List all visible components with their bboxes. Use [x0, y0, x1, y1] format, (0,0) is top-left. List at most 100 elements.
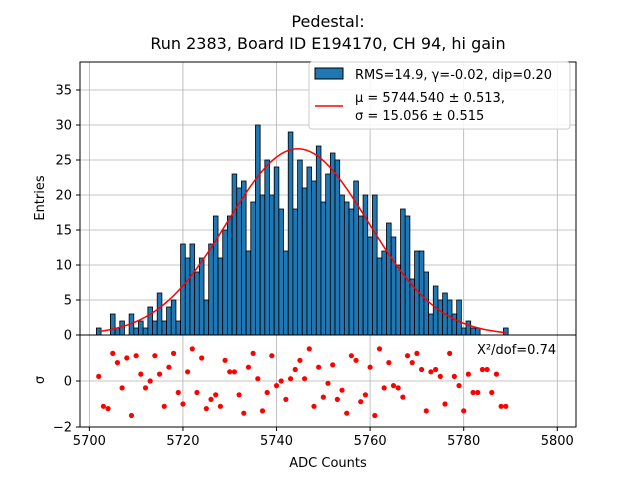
residual-point: [493, 371, 500, 377]
histogram-panel: 0 5 10 15 20 25 30 35 Entries RMS=14.9, γ=-0.02…: [33, 61, 577, 344]
residual-point: [156, 371, 163, 377]
residual-point: [105, 406, 111, 412]
histogram-bar: [320, 201, 327, 336]
residual-point: [395, 385, 401, 391]
residual-point: [311, 403, 317, 409]
residual-point: [414, 350, 420, 356]
residual-point: [264, 389, 270, 396]
residual-point: [255, 376, 261, 382]
residual-point: [269, 353, 275, 359]
histogram-bar: [381, 250, 387, 336]
residual-point: [199, 355, 205, 361]
residual-point: [339, 387, 345, 393]
histogram-bar: [175, 320, 182, 336]
gaussian-fit-curve: [98, 148, 506, 334]
histogram-bar: [278, 208, 284, 336]
histogram-bar: [432, 285, 439, 336]
residual-point: [442, 401, 448, 407]
residual-points: [96, 346, 509, 419]
y-tick-label-top: 5: [64, 294, 72, 309]
histogram-bar: [180, 243, 186, 336]
histogram-bar: [465, 320, 472, 336]
residual-point: [189, 346, 195, 352]
residual-point: [386, 360, 392, 366]
residual-panel: −2 0 X²/dof=0.74 σ: [33, 334, 577, 436]
y-axis-label-sigma: σ: [33, 376, 48, 384]
histogram-bar: [170, 299, 177, 336]
residual-point: [213, 392, 219, 398]
histogram-bar: [250, 201, 256, 336]
residual-point: [227, 369, 233, 375]
residual-point: [470, 389, 476, 396]
residual-point: [161, 403, 167, 409]
x-tick-label: 5800: [541, 434, 574, 449]
residual-point: [437, 373, 443, 379]
legend: RMS=14.9, γ=-0.02, dip=0.20 μ = 5744.540…: [308, 61, 571, 130]
residual-point: [217, 403, 223, 409]
x-axis-ticks: 5700 5720 5740 5760 5780 5800: [73, 427, 574, 449]
residual-point: [325, 380, 331, 386]
residual-point: [433, 366, 439, 373]
histogram-bar: [142, 327, 149, 336]
histogram-bar: [339, 194, 345, 336]
histogram-bar: [315, 145, 322, 336]
residual-point: [320, 394, 326, 400]
histogram-bar: [269, 194, 275, 336]
histogram-bar: [470, 327, 476, 336]
residual-point: [461, 408, 467, 414]
residual-point: [334, 396, 340, 402]
y-tick-label-top: 0: [64, 329, 72, 344]
legend-hist-label: RMS=14.9, γ=-0.02, dip=0.20: [355, 68, 552, 83]
histogram-bar: [189, 243, 196, 336]
residual-point: [100, 403, 106, 409]
y-tick-label-top: 15: [55, 224, 72, 239]
histogram-bar: [292, 208, 298, 336]
residual-point: [119, 385, 125, 391]
residual-point: [128, 412, 135, 419]
histogram-bar: [208, 243, 214, 336]
histogram-bar: [264, 159, 270, 336]
x-axis-label: ADC Counts: [289, 456, 367, 471]
histogram-bar: [372, 194, 378, 336]
bottom-axes: −2 0: [53, 334, 577, 436]
residual-point: [142, 385, 149, 391]
histogram-bar: [236, 187, 242, 336]
histogram-bar: [138, 320, 144, 336]
residual-point: [133, 353, 139, 359]
residual-point: [498, 403, 504, 409]
residual-point: [475, 389, 481, 396]
histogram-bar: [343, 201, 350, 336]
residual-point: [358, 399, 364, 405]
histogram-bar: [451, 313, 458, 336]
histogram-bar: [437, 299, 444, 336]
histogram-bar: [358, 215, 364, 336]
residual-point: [316, 364, 322, 370]
x-tick-label: 5700: [73, 434, 106, 449]
histogram-bar: [194, 271, 200, 336]
histogram-bar: [503, 327, 509, 336]
residual-point: [372, 412, 378, 419]
histogram-bar: [283, 250, 289, 336]
histogram-bar: [456, 299, 462, 336]
residual-point: [231, 369, 238, 375]
residual-point: [147, 378, 153, 384]
legend-hist-swatch: [314, 67, 344, 80]
residual-point: [166, 364, 172, 370]
x-tick-label: 5720: [166, 434, 199, 449]
histogram-bar: [203, 299, 210, 336]
residual-point: [278, 378, 284, 384]
residual-point: [292, 366, 298, 373]
histogram-bar: [110, 313, 116, 336]
residual-point: [170, 350, 177, 356]
residual-point: [96, 373, 102, 379]
residual-point: [484, 366, 490, 373]
histogram-bar: [301, 187, 308, 336]
residual-point: [465, 371, 471, 377]
residual-point: [409, 360, 415, 366]
residual-point: [138, 371, 144, 377]
residual-point: [400, 394, 406, 400]
x-tick-label: 5760: [354, 434, 387, 449]
residual-point: [404, 353, 411, 359]
histogram-bar: [226, 215, 233, 336]
